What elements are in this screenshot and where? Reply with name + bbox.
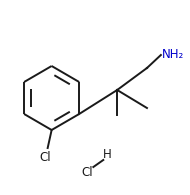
Text: H: H: [103, 149, 112, 161]
Text: Cl: Cl: [82, 166, 93, 178]
Text: Cl: Cl: [40, 151, 51, 164]
Text: NH₂: NH₂: [162, 48, 184, 60]
